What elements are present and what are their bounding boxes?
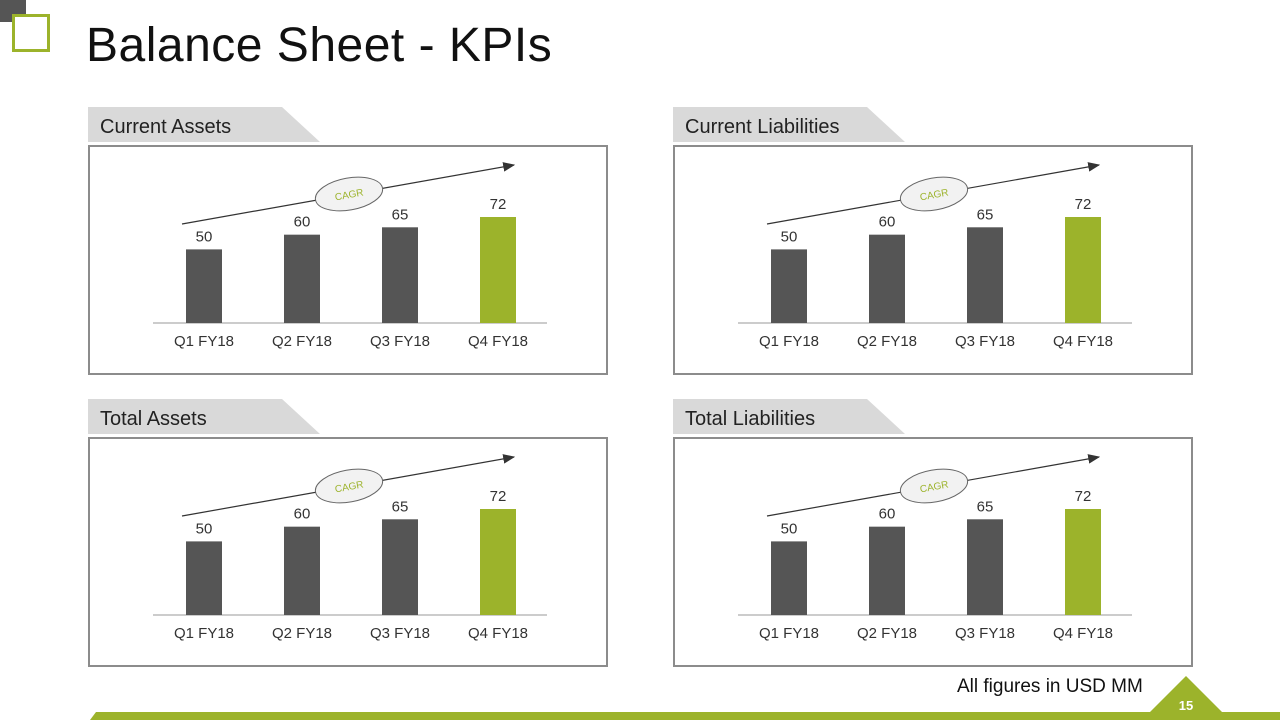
data-label: 60 — [879, 214, 896, 231]
cagr-ellipse — [899, 468, 969, 504]
bar — [480, 509, 516, 615]
bar — [284, 526, 320, 615]
cagr-ellipse — [314, 468, 384, 504]
bar — [480, 217, 516, 323]
chart-frame: 50 Q1 FY18 60 Q2 FY18 65 Q3 FY18 72 Q4 FY18 CAGR — [88, 437, 608, 667]
chart-title: Total Liabilities — [685, 408, 816, 430]
panel-header — [673, 107, 905, 142]
bar — [771, 541, 807, 615]
data-label: 60 — [294, 214, 311, 231]
tick-label: Q1 FY18 — [759, 333, 819, 350]
data-label: 50 — [196, 228, 213, 245]
cagr-label: CAGR — [919, 480, 949, 496]
bar — [869, 234, 905, 323]
bar — [967, 227, 1003, 323]
panel-header — [88, 107, 320, 142]
chart-frame: 50 Q1 FY18 60 Q2 FY18 65 Q3 FY18 72 Q4 FY18 CAGR — [88, 145, 608, 375]
data-label: 65 — [392, 498, 409, 515]
data-label: 50 — [781, 520, 798, 537]
cagr-label: CAGR — [334, 480, 364, 496]
bar-chart-total-liabilities: 50 Q1 FY18 60 Q2 FY18 65 Q3 FY18 72 Q4 FY18 CAGR — [738, 454, 1132, 642]
tick-label: Q3 FY18 — [370, 333, 430, 350]
cagr-ellipse — [899, 176, 969, 212]
bar — [771, 249, 807, 323]
chart-title: Total Assets — [100, 408, 207, 430]
chart-panel-current-liabilities: Current Liabilities 50 Q1 FY18 60 Q2 FY18 65… — [673, 107, 1193, 375]
tick-label: Q4 FY18 — [468, 333, 528, 350]
panel-header — [88, 399, 320, 434]
bar — [869, 526, 905, 615]
bar-chart-total-assets: 50 Q1 FY18 60 Q2 FY18 65 Q3 FY18 72 Q4 FY18 CAGR — [153, 454, 547, 642]
panel-header — [673, 399, 905, 434]
bar — [284, 234, 320, 323]
chart-title: Current Assets — [100, 116, 232, 138]
tick-label: Q2 FY18 — [272, 625, 332, 642]
bar-chart-current-assets: 50 Q1 FY18 60 Q2 FY18 65 Q3 FY18 72 Q4 FY18 CAGR — [153, 162, 547, 350]
tick-label: Q4 FY18 — [1053, 333, 1113, 350]
data-label: 65 — [977, 206, 994, 223]
bottom-accent-bar — [90, 712, 1280, 720]
corner-accent-box — [12, 14, 50, 52]
tick-label: Q3 FY18 — [955, 333, 1015, 350]
tick-label: Q1 FY18 — [174, 333, 234, 350]
tick-label: Q3 FY18 — [955, 625, 1015, 642]
chart-panel-total-liabilities: Total Liabilities 50 Q1 FY18 60 Q2 FY18 65 Q3… — [673, 399, 1193, 667]
chart-frame: 50 Q1 FY18 60 Q2 FY18 65 Q3 FY18 72 Q4 FY18 CAGR — [673, 145, 1193, 375]
bar — [967, 519, 1003, 615]
bar — [1065, 509, 1101, 615]
tick-label: Q1 FY18 — [174, 625, 234, 642]
data-label: 65 — [977, 498, 994, 515]
data-label: 60 — [879, 506, 896, 523]
bar — [382, 519, 418, 615]
data-label: 72 — [1075, 196, 1092, 213]
page-number: 15 — [1178, 698, 1194, 713]
data-label: 60 — [294, 506, 311, 523]
cagr-label: CAGR — [919, 188, 949, 204]
tick-label: Q4 FY18 — [1053, 625, 1113, 642]
tick-label: Q1 FY18 — [759, 625, 819, 642]
tick-label: Q3 FY18 — [370, 625, 430, 642]
data-label: 72 — [490, 196, 507, 213]
cagr-ellipse — [314, 176, 384, 212]
bar — [186, 541, 222, 615]
chart-panel-current-assets: Current Assets 50 Q1 FY18 60 Q2 FY18 65 Q3 FY… — [88, 107, 608, 375]
bar — [1065, 217, 1101, 323]
cagr-label: CAGR — [334, 188, 364, 204]
data-label: 50 — [781, 228, 798, 245]
data-label: 72 — [1075, 488, 1092, 505]
footer-note: All figures in USD MM — [957, 676, 1143, 697]
chart-title: Current Liabilities — [685, 116, 840, 138]
chart-panel-total-assets: Total Assets 50 Q1 FY18 60 Q2 FY18 65 Q3 FY18… — [88, 399, 608, 667]
data-label: 72 — [490, 488, 507, 505]
data-label: 50 — [196, 520, 213, 537]
chart-frame: 50 Q1 FY18 60 Q2 FY18 65 Q3 FY18 72 Q4 FY18 CAGR — [673, 437, 1193, 667]
tick-label: Q4 FY18 — [468, 625, 528, 642]
bar-chart-current-liabilities: 50 Q1 FY18 60 Q2 FY18 65 Q3 FY18 72 Q4 FY18 CAGR — [738, 162, 1132, 350]
bar — [186, 249, 222, 323]
data-label: 65 — [392, 206, 409, 223]
slide-title: Balance Sheet - KPIs — [86, 19, 553, 72]
bar — [382, 227, 418, 323]
tick-label: Q2 FY18 — [272, 333, 332, 350]
tick-label: Q2 FY18 — [857, 625, 917, 642]
tick-label: Q2 FY18 — [857, 333, 917, 350]
